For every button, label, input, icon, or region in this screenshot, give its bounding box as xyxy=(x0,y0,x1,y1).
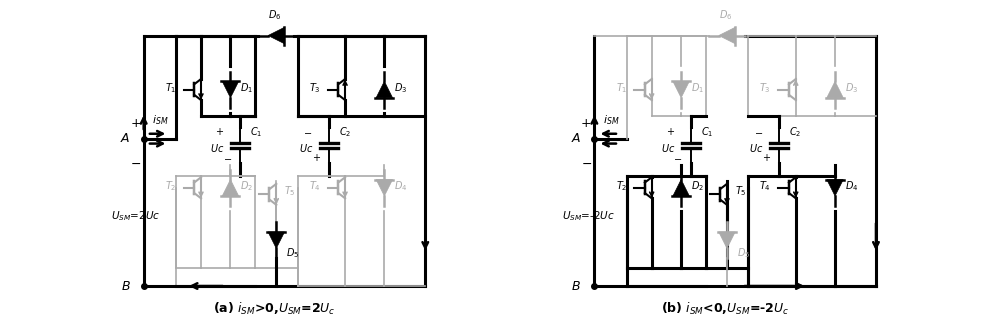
Text: $B$: $B$ xyxy=(571,279,581,292)
Text: $D_1$: $D_1$ xyxy=(240,81,253,95)
Text: $D_6$: $D_6$ xyxy=(268,9,281,22)
Polygon shape xyxy=(222,179,239,196)
Text: $-$: $-$ xyxy=(130,157,141,170)
Text: (a) $i_{SM}$>0,$U_{SM}$=2$U_c$: (a) $i_{SM}$>0,$U_{SM}$=2$U_c$ xyxy=(213,301,336,317)
Polygon shape xyxy=(827,81,843,98)
Text: +: + xyxy=(666,127,674,137)
Text: $D_2$: $D_2$ xyxy=(691,179,704,193)
Text: $T_1$: $T_1$ xyxy=(616,81,627,95)
Text: $Uc$: $Uc$ xyxy=(661,143,675,155)
Text: +: + xyxy=(130,118,141,131)
Text: $U_{SM}$=-2$Uc$: $U_{SM}$=-2$Uc$ xyxy=(562,209,615,222)
Polygon shape xyxy=(268,27,284,44)
Text: $T_2$: $T_2$ xyxy=(616,179,627,193)
Text: $T_1$: $T_1$ xyxy=(165,81,176,95)
Text: $D_5$: $D_5$ xyxy=(737,246,750,260)
Text: $D_5$: $D_5$ xyxy=(286,246,299,260)
Text: $A$: $A$ xyxy=(571,132,581,145)
Text: +: + xyxy=(312,153,320,163)
Text: $C_2$: $C_2$ xyxy=(789,125,802,139)
Text: $D_6$: $D_6$ xyxy=(719,9,732,22)
Text: $D_3$: $D_3$ xyxy=(845,81,858,95)
Text: $T_5$: $T_5$ xyxy=(735,184,747,198)
Text: $-$: $-$ xyxy=(303,127,312,137)
Text: $Uc$: $Uc$ xyxy=(210,143,225,155)
Text: $A$: $A$ xyxy=(120,132,131,145)
Polygon shape xyxy=(673,81,689,98)
Text: $-$: $-$ xyxy=(581,157,592,170)
Text: $T_3$: $T_3$ xyxy=(759,81,771,95)
Polygon shape xyxy=(268,232,284,248)
Polygon shape xyxy=(376,179,393,196)
Text: $Uc$: $Uc$ xyxy=(749,143,764,155)
Text: $i_{SM}$: $i_{SM}$ xyxy=(603,114,619,127)
Text: $D_4$: $D_4$ xyxy=(845,179,858,193)
Text: $T_5$: $T_5$ xyxy=(284,184,296,198)
Text: $D_2$: $D_2$ xyxy=(240,179,253,193)
Polygon shape xyxy=(827,179,843,196)
Text: $C_2$: $C_2$ xyxy=(339,125,351,139)
Text: (b) $i_{SM}$<0,$U_{SM}$=-2$U_c$: (b) $i_{SM}$<0,$U_{SM}$=-2$U_c$ xyxy=(661,301,790,317)
Text: +: + xyxy=(581,118,591,131)
Text: $T_2$: $T_2$ xyxy=(165,179,176,193)
Text: $B$: $B$ xyxy=(121,279,131,292)
Text: $D_1$: $D_1$ xyxy=(691,81,704,95)
Text: $T_4$: $T_4$ xyxy=(759,179,771,193)
Text: +: + xyxy=(215,127,223,137)
Text: $U_{SM}$=2$Uc$: $U_{SM}$=2$Uc$ xyxy=(111,209,160,222)
Polygon shape xyxy=(719,27,735,44)
Polygon shape xyxy=(222,81,239,98)
Text: $T_3$: $T_3$ xyxy=(309,81,321,95)
Text: $C_1$: $C_1$ xyxy=(250,125,263,139)
Text: $T_4$: $T_4$ xyxy=(309,179,321,193)
Text: $C_1$: $C_1$ xyxy=(701,125,713,139)
Text: $D_4$: $D_4$ xyxy=(394,179,408,193)
Polygon shape xyxy=(719,232,735,248)
Text: $D_3$: $D_3$ xyxy=(394,81,407,95)
Polygon shape xyxy=(673,179,689,196)
Text: $Uc$: $Uc$ xyxy=(299,143,313,155)
Text: $i_{SM}$: $i_{SM}$ xyxy=(152,114,168,127)
Text: $-$: $-$ xyxy=(223,153,232,163)
Text: $-$: $-$ xyxy=(673,153,682,163)
Text: +: + xyxy=(762,153,770,163)
Polygon shape xyxy=(376,81,393,98)
Text: $-$: $-$ xyxy=(754,127,763,137)
